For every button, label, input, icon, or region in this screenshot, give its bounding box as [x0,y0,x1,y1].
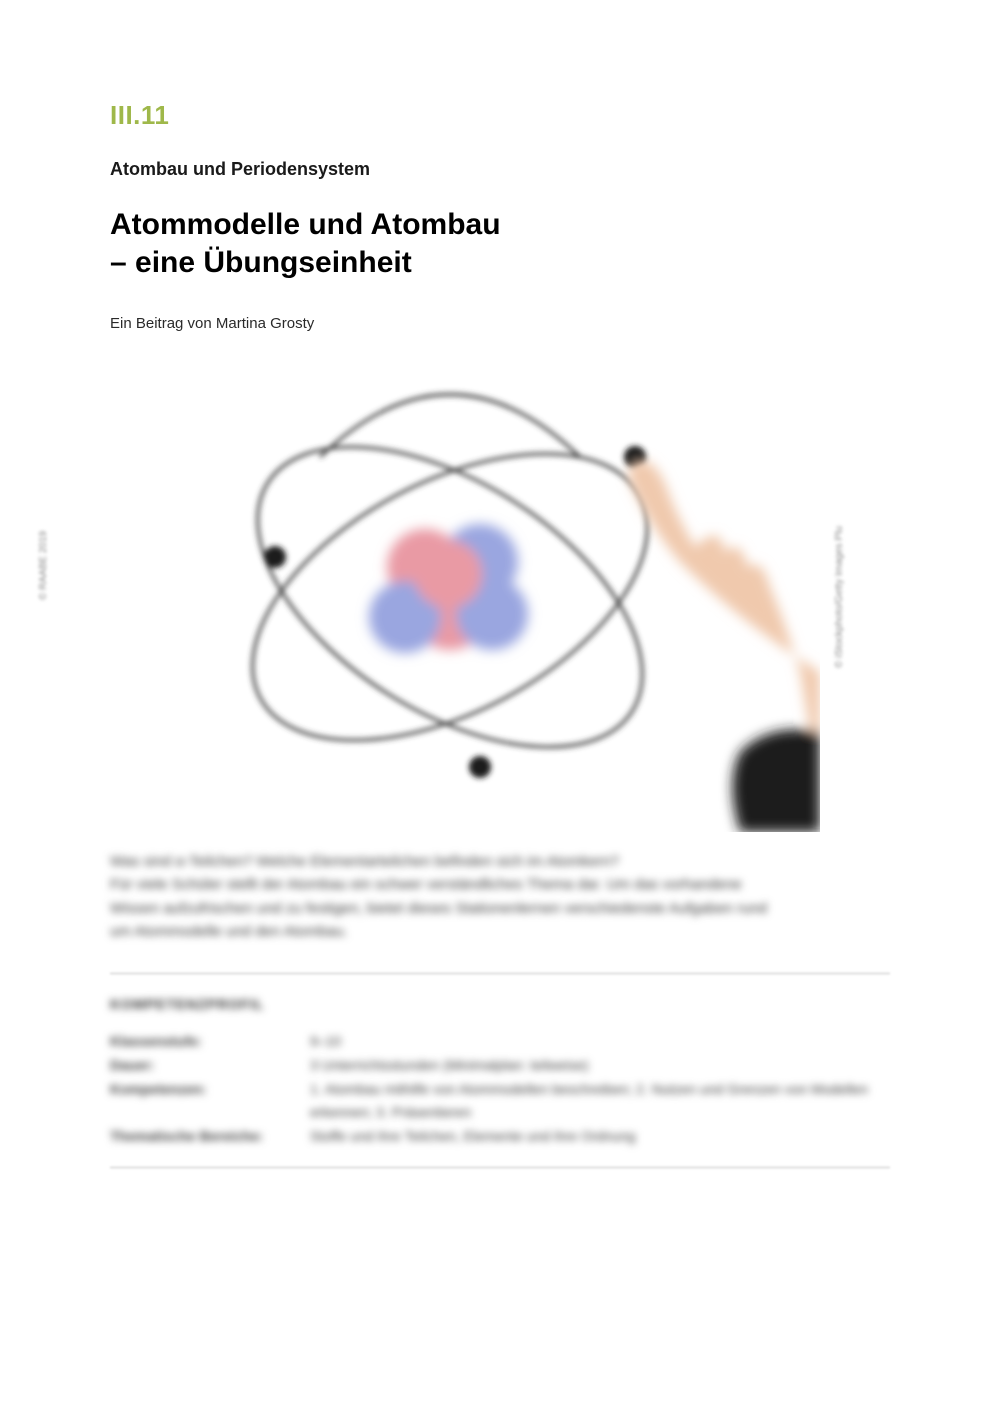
divider [110,1167,890,1168]
profile-value: 3 Unterrichtsstunden (Minimalplan: teilw… [310,1054,890,1078]
profile-value: 1. Atombau mithilfe von Atommodellen bes… [310,1078,890,1126]
profile-row: Kompetenzen: 1. Atombau mithilfe von Ato… [110,1078,890,1126]
profile-value: 9–10 [310,1030,890,1054]
byline: Ein Beitrag von Martina Grosty [110,315,890,332]
page-content: III.11 Atombau und Periodensystem Atommo… [110,100,890,1190]
image-credit: © iStockphoto/Getty Images Plu [834,526,845,668]
side-copyright: © RAABE 2019 [38,531,49,600]
intro-line: Wissen aufzufrischen und zu festigen, bi… [110,900,767,917]
intro-line: Für viele Schüler stellt der Atombau ein… [110,876,742,893]
divider [110,973,890,974]
page-title: Atommodelle und Atombau – eine Übungsein… [110,206,890,281]
title-line-2: – eine Übungseinheit [110,246,412,279]
profile-heading: KOMPETENZPROFIL [110,996,890,1012]
section-number: III.11 [110,100,890,131]
intro-line: Was sind α-Teilchen? Welche Elementartei… [110,853,619,870]
profile-row: Dauer: 3 Unterrichtsstunden (Minimalplan… [110,1054,890,1078]
profile-label: Klassenstufe: [110,1030,310,1054]
profile-row: Klassenstufe: 9–10 [110,1030,890,1054]
profile-row: Thematische Bereiche: Stoffe und ihre Te… [110,1125,890,1149]
atom-illustration [180,362,820,832]
profile-value: Stoffe und ihre Teilchen, Elemente und i… [310,1125,890,1149]
atom-figure: © iStockphoto/Getty Images Plu [180,362,820,832]
profile-label: Kompetenzen: [110,1078,310,1126]
profile-label: Dauer: [110,1054,310,1078]
title-line-1: Atommodelle und Atombau [110,208,501,241]
intro-line: um Atommodelle und den Atombau. [110,923,348,940]
profile-label: Thematische Bereiche: [110,1125,310,1149]
intro-paragraph: Was sind α-Teilchen? Welche Elementartei… [110,850,890,943]
category-label: Atombau und Periodensystem [110,159,890,180]
